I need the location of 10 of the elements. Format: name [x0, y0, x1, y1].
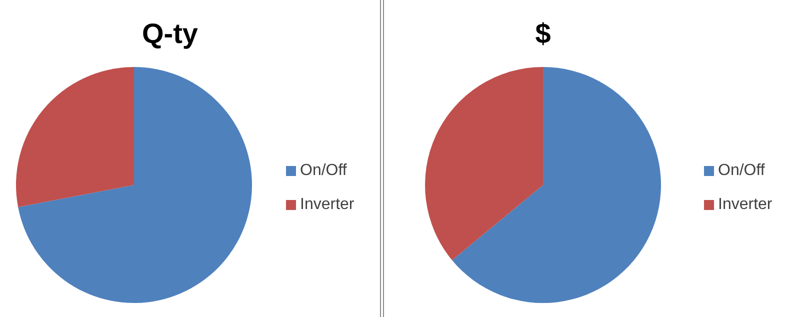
- pie-slice: [16, 67, 134, 208]
- legend-label: Inverter: [300, 196, 354, 213]
- legend-label: On/Off: [718, 162, 765, 179]
- chart-title: Q-ty: [141, 18, 199, 50]
- chart-title: $: [534, 18, 552, 50]
- pie-slice: [452, 67, 661, 303]
- pie-slice: [425, 67, 543, 260]
- pie-slice: [18, 67, 252, 303]
- legend-label: Inverter: [718, 196, 772, 213]
- legend-label: On/Off: [300, 162, 347, 179]
